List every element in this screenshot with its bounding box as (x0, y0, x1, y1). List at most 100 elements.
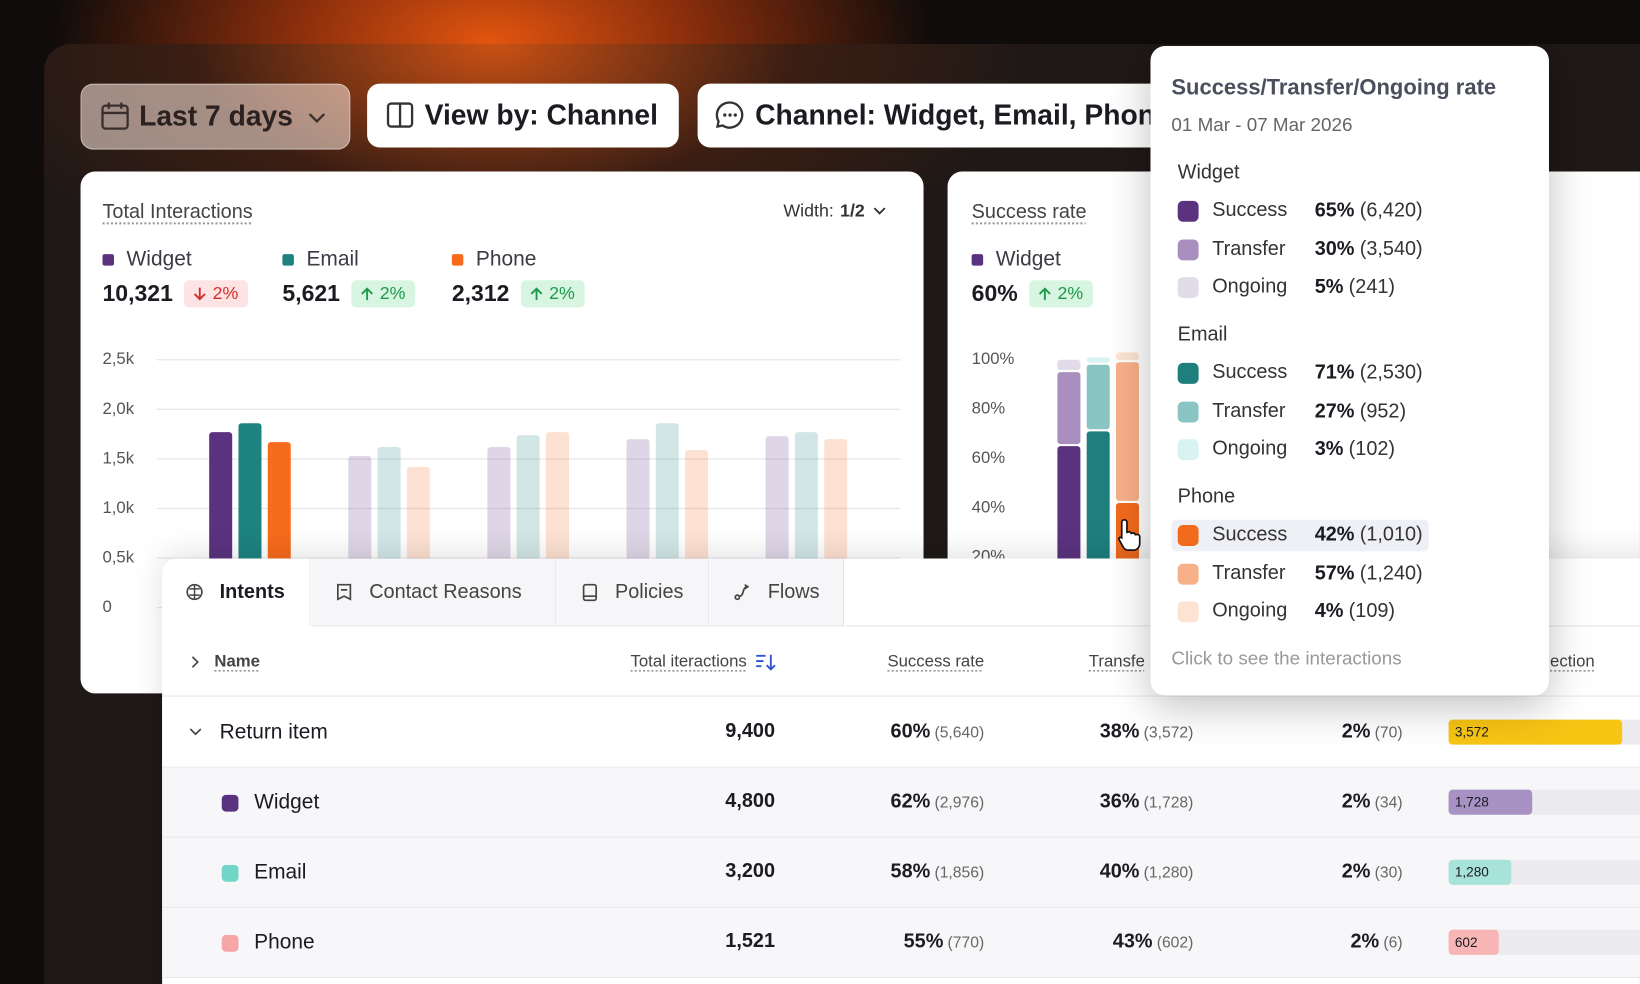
width-select[interactable]: Width: 1/2 (783, 201, 887, 222)
row-name: Email (254, 860, 307, 884)
change-badge: 2% (184, 280, 248, 308)
trend-arrow (194, 287, 206, 301)
status-pct: 5% (1314, 276, 1344, 299)
header-rule (162, 695, 1640, 697)
calendar-icon (101, 102, 129, 130)
status-pct: 30% (1314, 237, 1355, 260)
sort-icon[interactable] (755, 653, 776, 672)
tab[interactable]: Policies (557, 558, 710, 627)
status-count: (6,420) (1359, 199, 1423, 222)
status-count: (109) (1348, 600, 1396, 623)
channel-filter[interactable]: Channel: Widget, Email, Phon (697, 83, 1190, 148)
bar: 3,572 (1448, 719, 1623, 745)
row-total: 9,400 (725, 720, 776, 743)
rate: 60% (890, 720, 931, 743)
tab-label: Contact Reasons (369, 581, 522, 604)
status-pct: 27% (1314, 400, 1355, 423)
rate-count: (5,640) (934, 723, 985, 742)
status-value: 30% (3,540) (1315, 238, 1423, 261)
group-label: Widget (1177, 161, 1240, 184)
rate: 43% (1112, 930, 1153, 953)
column-header: ection (1550, 653, 1595, 671)
row-total: 4,800 (725, 790, 776, 813)
bar-segment (1057, 372, 1081, 445)
rate-count: (770) (947, 933, 985, 952)
rate: 55% (903, 930, 944, 953)
bar: 1,728 (1448, 789, 1533, 815)
swatch (1177, 601, 1199, 623)
tab[interactable]: Intents (162, 558, 311, 627)
kpi: 5,621 2% (282, 280, 415, 308)
rate: 40% (1099, 860, 1140, 883)
table-row[interactable]: Return item (162, 697, 1640, 768)
card-title: Success rate (971, 201, 1087, 224)
chevron (308, 113, 326, 123)
status-pct: 57% (1314, 562, 1355, 585)
status-label: Success (1212, 199, 1288, 222)
swatch (1177, 362, 1199, 384)
bar-segment (1086, 364, 1110, 430)
tab-label: Flows (767, 581, 820, 604)
legend-swatch (971, 254, 984, 266)
y-tick-label: 40% (972, 497, 1006, 516)
change-badge: 2% (351, 280, 415, 308)
table-row[interactable]: Phone (162, 907, 1640, 978)
view-by-filter[interactable]: View by: Channel (367, 83, 679, 148)
table-row[interactable]: Widget (162, 767, 1640, 838)
kpi-value: 2,312 (451, 280, 510, 307)
group-label: Phone (1177, 485, 1236, 508)
tab-icon (582, 583, 597, 602)
swatch (1177, 401, 1199, 423)
swatch (1177, 238, 1199, 260)
change-badge: 2% (1029, 280, 1093, 308)
rate: 58% (890, 860, 931, 883)
status-value: 65% (6,420) (1315, 200, 1423, 223)
change-value: 2% (549, 283, 575, 304)
rate-cell: 2% (70) (1342, 721, 1403, 744)
change-value: 2% (1057, 283, 1084, 304)
tab-icon (336, 583, 352, 601)
row-total: 1,521 (725, 930, 776, 953)
rate-count: (6) (1383, 933, 1403, 952)
tab-icon (186, 583, 203, 601)
tooltip-footer: Click to see the interactions (1171, 647, 1402, 669)
rate-cell: 55% (770) (904, 931, 985, 954)
legend-item: Widget (971, 248, 1061, 272)
y-tick-label: 0 (102, 597, 111, 616)
kpi: 10,321 2% (102, 280, 248, 308)
rate-cell: 40% (1,280) (1100, 861, 1194, 884)
tab[interactable]: Contact Reasons (311, 558, 557, 627)
tab[interactable]: Flows (710, 558, 845, 627)
status-pct: 42% (1314, 523, 1355, 546)
column-header: Total iteractions (630, 653, 747, 671)
bar-label: 1,728 (1454, 794, 1489, 810)
rate-cell: 38% (3,572) (1100, 721, 1194, 744)
row-total: 3,200 (725, 860, 776, 883)
status-value: 3% (102) (1315, 438, 1395, 461)
bar-segment (1086, 357, 1110, 363)
table-row[interactable]: Email (162, 837, 1640, 908)
bar: 602 (1448, 929, 1499, 955)
rate-count: (3,572) (1143, 723, 1194, 742)
status-value: 57% (1,240) (1315, 562, 1423, 585)
status-label: Transfer (1212, 237, 1286, 260)
y-tick-label: 0,5k (102, 548, 134, 567)
tooltip: Success/Transfer/Ongoing rate 01 Mar - 07… (1150, 46, 1549, 696)
collapse[interactable] (188, 725, 203, 740)
expand-all[interactable] (188, 655, 203, 670)
status-value: 42% (1,010) (1315, 524, 1423, 547)
status-label: Ongoing (1212, 599, 1288, 622)
channel-dot (221, 935, 239, 952)
date-filter[interactable]: Last 7 days (80, 83, 351, 150)
rate: 2% (1341, 860, 1371, 883)
rate-cell: 60% (5,640) (891, 721, 985, 744)
rate-count: (2,976) (934, 793, 985, 812)
tab-label: Intents (219, 581, 285, 604)
card-title: Total Interactions (102, 201, 253, 224)
rate-count: (1,728) (1143, 793, 1194, 812)
view-by-label: View by: Channel (424, 99, 658, 131)
status-count: (102) (1348, 438, 1396, 461)
rate: 38% (1099, 720, 1140, 743)
